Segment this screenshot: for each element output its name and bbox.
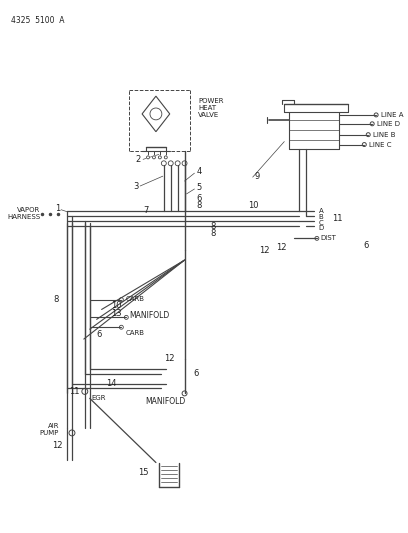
- Text: AIR
PUMP: AIR PUMP: [40, 423, 59, 437]
- Text: 4: 4: [196, 167, 202, 176]
- Text: 13: 13: [111, 309, 122, 318]
- Text: 15: 15: [138, 468, 149, 477]
- Text: B: B: [319, 214, 324, 220]
- Circle shape: [158, 156, 161, 159]
- Text: 9: 9: [255, 172, 260, 181]
- Text: 5: 5: [196, 183, 202, 192]
- Text: LINE C: LINE C: [369, 142, 392, 148]
- Text: CARB: CARB: [125, 330, 144, 336]
- Text: 6: 6: [363, 241, 369, 250]
- Text: 2: 2: [136, 155, 141, 164]
- Text: VAPOR
HARNESS: VAPOR HARNESS: [7, 207, 40, 220]
- Text: 7: 7: [144, 206, 149, 215]
- Text: 6: 6: [193, 369, 199, 378]
- Text: 12: 12: [51, 441, 62, 450]
- Text: 6: 6: [196, 195, 202, 204]
- Circle shape: [153, 156, 155, 159]
- Text: 4325  5100  A: 4325 5100 A: [11, 16, 64, 25]
- Text: 8: 8: [196, 201, 202, 210]
- Text: LINE B: LINE B: [373, 132, 396, 138]
- Text: 12: 12: [164, 354, 174, 364]
- Text: CARB: CARB: [125, 296, 144, 302]
- Text: MANIFOLD: MANIFOLD: [129, 311, 169, 320]
- Text: 12: 12: [259, 246, 270, 255]
- Circle shape: [164, 156, 167, 159]
- Text: 10: 10: [111, 301, 122, 310]
- Text: 8: 8: [210, 222, 215, 231]
- Text: 14: 14: [106, 379, 117, 388]
- Text: A: A: [319, 208, 324, 214]
- Text: 10: 10: [248, 201, 258, 210]
- Text: 6: 6: [96, 329, 102, 338]
- Text: LINE A: LINE A: [381, 112, 404, 118]
- Text: LINE D: LINE D: [377, 121, 400, 127]
- Text: POWER
HEAT
VALVE: POWER HEAT VALVE: [198, 98, 224, 118]
- Text: 11: 11: [69, 387, 80, 396]
- Text: DIST: DIST: [321, 236, 337, 241]
- Text: 8: 8: [210, 229, 215, 238]
- Text: MANIFOLD: MANIFOLD: [146, 397, 186, 406]
- Text: 3: 3: [134, 182, 139, 190]
- Text: 11: 11: [332, 214, 342, 223]
- Text: C: C: [319, 220, 324, 225]
- Text: 1: 1: [55, 204, 60, 213]
- Circle shape: [146, 156, 149, 159]
- Text: 12: 12: [276, 243, 286, 252]
- Text: 8: 8: [54, 295, 59, 304]
- Text: D: D: [319, 225, 324, 231]
- Text: EGR: EGR: [92, 395, 106, 401]
